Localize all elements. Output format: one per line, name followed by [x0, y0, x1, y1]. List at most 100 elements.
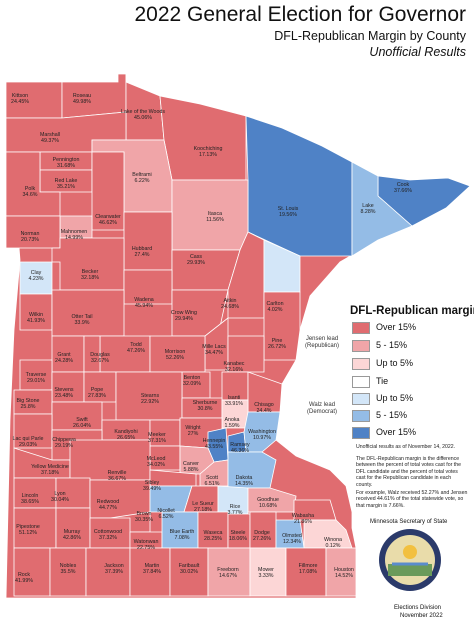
county-margin-todd: 47.26%	[127, 348, 145, 354]
county-label-pipestone: Pipestone	[16, 524, 40, 530]
county-margin-anoka: 1.59%	[224, 423, 239, 429]
county-label-cottonwood: Cottonwood	[94, 529, 122, 535]
county-label-hubbard: Hubbard	[132, 246, 152, 252]
county-label-winona: Winona	[324, 537, 342, 543]
county-clearwater	[91, 151, 125, 231]
map-title: 2022 General Election for Governor	[134, 3, 466, 26]
county-margin-rock: 41.99%	[15, 578, 33, 584]
county-margin-meeker: 37.31%	[148, 438, 166, 444]
county-label-cook: Cook	[397, 182, 410, 188]
county-margin-jackson: 37.39%	[105, 569, 123, 575]
county-margin-cass: 29.93%	[187, 260, 205, 266]
county-label-waseca: Waseca	[204, 530, 223, 536]
county-label-yellow-medicine: Yellow Medicine	[31, 464, 69, 470]
county-label-lake: Lake	[362, 203, 374, 209]
county-label-stearns: Stearns	[141, 393, 160, 399]
county-margin-wilkin: 41.93%	[27, 318, 45, 324]
legend-label: Up to 5%	[376, 358, 414, 368]
county-label-sibley: Sibley	[145, 480, 160, 486]
county-margin-wabasha: 21.86%	[294, 519, 312, 525]
county-label-cass: Cass	[190, 254, 202, 260]
county-margin-mcleod: 34.02%	[147, 462, 165, 468]
county-label-carlton: Carlton	[266, 301, 283, 307]
county-margin-sherburne: 30.8%	[197, 406, 212, 412]
county-margin-kandiyohi: 26.65%	[117, 435, 135, 441]
county-label-rock: Rock	[18, 572, 30, 578]
county-koochiching	[159, 95, 247, 181]
county-label-marshall: Marshall	[40, 132, 60, 138]
county-margin-red-lake: 35.21%	[57, 184, 75, 190]
county-margin-martin: 37.84%	[143, 569, 161, 575]
county-margin-winona: 0.12%	[325, 543, 340, 549]
county-label-fillmore: Fillmore	[299, 563, 318, 569]
county-label-big-stone: Big Stone	[17, 398, 40, 404]
legend-swatch	[352, 340, 370, 352]
county-margin-isanti: 33.91%	[225, 401, 243, 407]
state-seal-icon	[379, 529, 441, 591]
county-label-murray: Murray	[64, 529, 81, 535]
county-lake	[351, 161, 413, 257]
county-margin-lac-qui-parle: 29.03%	[19, 442, 37, 448]
county-label-watonwan: Watonwan	[134, 539, 159, 545]
county-margin-lake-of-the-woods: 45.06%	[134, 115, 152, 121]
county-label-pope: Pope	[91, 387, 103, 393]
county-margin-le-sueur: 27.18%	[194, 507, 212, 513]
county-label-crow-wing: Crow Wing	[171, 310, 197, 316]
legend-swatch	[352, 358, 370, 370]
county-margin-sibley: 39.49%	[143, 486, 161, 492]
county-hubbard	[123, 211, 173, 271]
note-unofficial: Unofficial results as of November 14, 20…	[356, 444, 456, 450]
county-margin-aitkin: 24.68%	[221, 304, 239, 310]
county-label-beltrami: Beltrami	[132, 172, 151, 178]
county-label-mower: Mower	[258, 567, 274, 573]
legend-label: Over 15%	[376, 427, 417, 437]
county-label-swift: Swift	[76, 417, 88, 423]
county-label-kanabec: Kanabec	[224, 361, 245, 367]
county-label-lac-qui-parle: Lac qui Parle	[13, 436, 44, 442]
county-margin-nobles: 35.5%	[60, 569, 75, 575]
county-margin-kanabec: 32.16%	[225, 367, 243, 373]
county-margin-lake: 8.28%	[360, 209, 375, 215]
county-margin-big-stone: 25.8%	[20, 404, 35, 410]
county-margin-yellow-medicine: 37.18%	[41, 470, 59, 476]
legend-label: Up to 5%	[376, 393, 414, 403]
county-label-becker: Becker	[82, 269, 99, 275]
county-margin-douglas: 32.67%	[91, 358, 109, 364]
county-margin-murray: 42.86%	[63, 535, 81, 541]
county-label-st-louis: St. Louis	[278, 206, 299, 212]
county-margin-benton: 32.09%	[183, 381, 201, 387]
county-margin-fillmore: 17.08%	[299, 569, 317, 575]
county-margin-goodhue: 10.68%	[259, 503, 277, 509]
county-murray	[55, 507, 91, 549]
county-label-renville: Renville	[108, 470, 127, 476]
county-label-kittson: Kittson	[12, 93, 28, 99]
county-label-lyon: Lyon	[54, 491, 65, 497]
county-label-mille-lacs: Mille Lacs	[202, 344, 226, 350]
county-label-blue-earth: Blue Earth	[170, 529, 195, 535]
county-becker	[51, 237, 125, 291]
county-margin-freeborn: 14.67%	[219, 573, 237, 579]
county-margin-carver: 5.88%	[183, 467, 198, 473]
county-label-traverse: Traverse	[26, 372, 47, 378]
county-margin-traverse: 29.01%	[27, 378, 45, 384]
county-margin-waseca: 28.25%	[204, 536, 222, 542]
county-margin-st-louis: 19.56%	[279, 212, 297, 218]
county-label-mcleod: McLeod	[147, 456, 166, 462]
legend-label: Over 15%	[376, 322, 417, 332]
county-kanabec	[227, 335, 265, 373]
county-label-hennepin: Hennepin	[203, 438, 226, 444]
county-label-kandiyohi: Kandiyohi	[114, 429, 137, 435]
county-label-aitkin: Aitkin	[224, 298, 237, 304]
legend-label: 5 - 15%	[376, 340, 408, 350]
county-label-chippewa: Chippewa	[52, 437, 76, 443]
county-margin-steele: 18.06%	[229, 536, 247, 542]
county-label-meeker: Meeker	[148, 432, 166, 438]
county-margin-mille-lacs: 34.47%	[205, 350, 223, 356]
legend-swatch	[352, 322, 370, 334]
county-label-pennington: Pennington	[53, 157, 80, 163]
county-margin-ramsey: 46.36%	[231, 448, 249, 454]
county-margin-renville: 36.67%	[108, 476, 126, 482]
county-otter-tail	[51, 289, 125, 337]
legend-swatch	[352, 393, 370, 405]
